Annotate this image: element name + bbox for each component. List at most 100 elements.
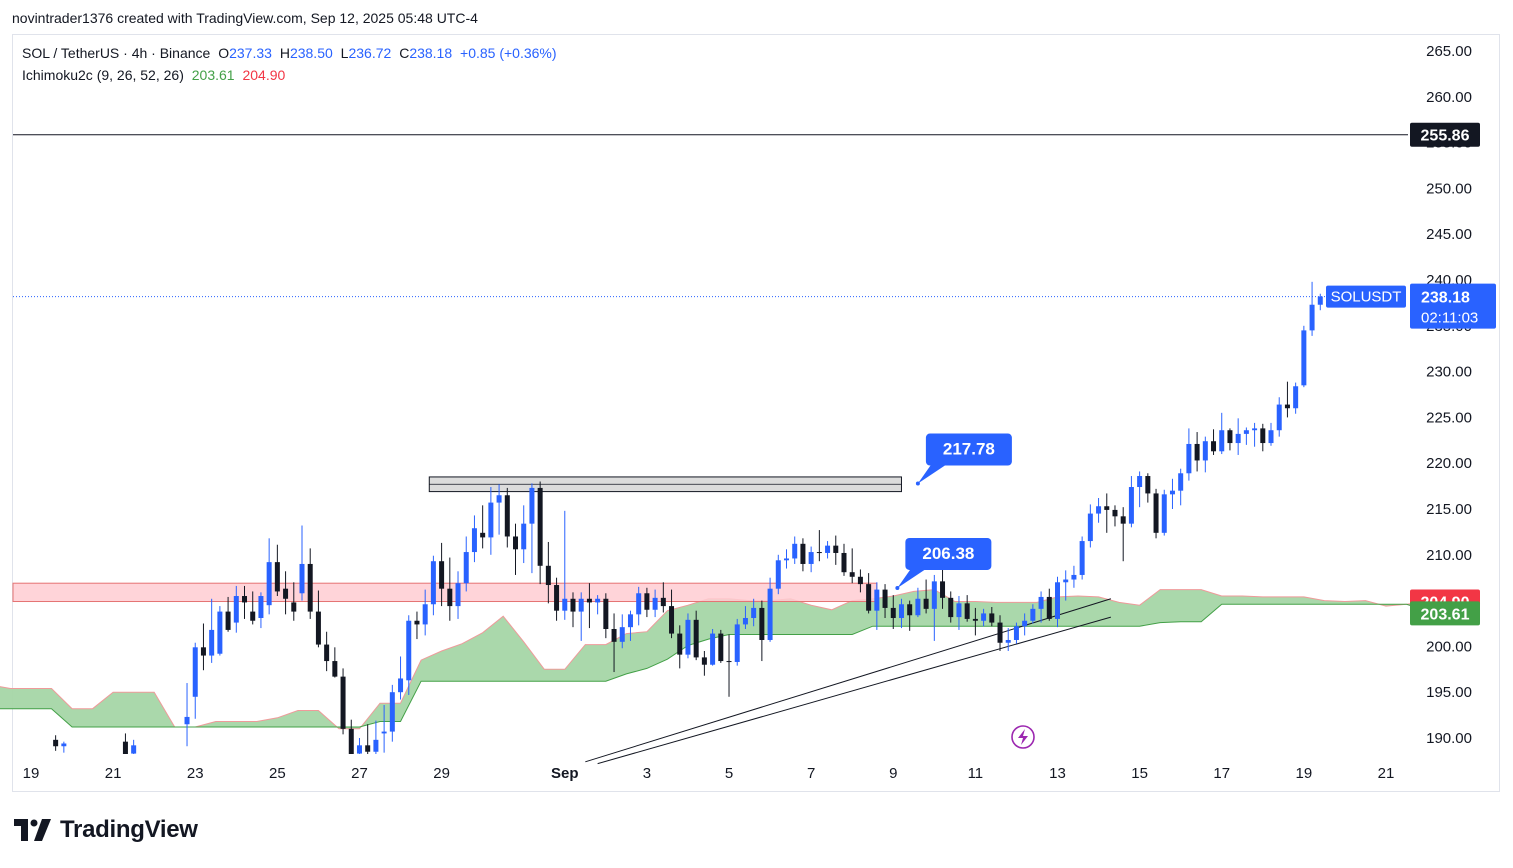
x-tick-label: 5 (725, 765, 733, 782)
indicator-name: Ichimoku2c (9, 26, 52, 26) (22, 67, 184, 83)
candle-body (915, 598, 921, 616)
zones (12, 476, 902, 603)
callout-label: 206.38 (922, 544, 974, 563)
candle-body (414, 620, 420, 625)
candle-body (1227, 430, 1233, 444)
y-tick-label: 260.00 (1426, 89, 1472, 106)
price-axis[interactable]: 265.00260.00255.00250.00245.00240.00235.… (1426, 43, 1472, 747)
candle-body (1071, 574, 1077, 580)
candle-body (1104, 506, 1110, 510)
low-value: L236.72 (340, 45, 392, 61)
x-tick-label: 15 (1131, 765, 1148, 782)
symbol-name[interactable]: SOL / TetherUS · 4h · Binance (22, 45, 211, 61)
candle-body (184, 716, 190, 725)
candle-body (283, 588, 289, 599)
candle-body (439, 561, 445, 589)
x-tick-label: 7 (807, 765, 815, 782)
candle-body (217, 611, 223, 654)
candle-body (496, 495, 502, 503)
candle-body (200, 647, 206, 656)
candle-body (422, 604, 428, 625)
callout-pointer (917, 463, 948, 484)
candle-body (734, 624, 740, 662)
candle-body (389, 692, 395, 732)
y-tick-label: 245.00 (1426, 226, 1472, 243)
chart-frame (12, 34, 1500, 792)
candle-body (266, 562, 272, 606)
candle-body (693, 619, 699, 658)
candle-body (1063, 579, 1069, 583)
candle-body (1268, 430, 1274, 444)
candle-body (759, 607, 765, 640)
tradingview-brand: TradingView (60, 816, 198, 843)
candle-body (332, 661, 338, 677)
candle-body (225, 611, 231, 630)
candle-body (636, 593, 642, 615)
candle-body (324, 644, 330, 662)
attribution: novintrader1376 created with TradingView… (12, 10, 478, 26)
candle-body (529, 487, 535, 524)
candle-body (1169, 490, 1175, 495)
candle-body (348, 728, 354, 754)
candle-body (1038, 596, 1044, 609)
candle-body (398, 678, 404, 693)
candle-body (274, 562, 280, 592)
time-axis[interactable]: 19 21 23 25 27 29 Sep 3 5 7 9 11 13 15 17 19 21 (23, 765, 1395, 782)
candle-body (923, 598, 929, 609)
tradingview-logo[interactable]: TradingView (14, 816, 198, 844)
candle-body (291, 602, 297, 612)
y-tick-label: 210.00 (1426, 547, 1472, 564)
candle-body (1202, 441, 1208, 461)
candle-body (931, 581, 937, 609)
candle-body (940, 581, 946, 598)
candle-body (948, 597, 954, 618)
candle-body (784, 558, 790, 561)
candle-body (742, 618, 748, 625)
y-tick-label: 265.00 (1426, 43, 1472, 60)
x-tick-label: 25 (269, 765, 286, 782)
price-badge (1410, 122, 1480, 147)
candle-body (1235, 433, 1241, 444)
candle-body (1243, 430, 1249, 434)
candle-body (447, 588, 453, 607)
candle-body (578, 598, 584, 612)
countdown-label: 02:11:03 (1421, 310, 1478, 327)
candle-body (1112, 509, 1118, 517)
y-tick-label: 230.00 (1426, 364, 1472, 381)
candle-body (504, 495, 510, 537)
symbol-tag (1326, 285, 1406, 308)
indicator-value-1: 203.61 (191, 67, 235, 83)
candle-body (611, 628, 617, 642)
candle-body (685, 619, 691, 655)
candle-body (513, 536, 519, 550)
candle-body (1137, 476, 1143, 488)
candle-body (1120, 516, 1126, 524)
x-tick-label: 11 (968, 765, 984, 782)
callouts[interactable]: 217.78 206.38 (895, 433, 1012, 590)
indicator-legend[interactable]: Ichimoku2c (9, 26, 52, 26) 203.61 204.90 (22, 67, 289, 83)
candle-body (677, 633, 683, 655)
candle-body (455, 583, 461, 607)
x-tick-label: 13 (1049, 765, 1066, 782)
x-tick-label: 19 (1296, 765, 1313, 782)
candle-body (315, 611, 321, 645)
candle-body (356, 745, 362, 754)
candle-body (1145, 476, 1151, 494)
y-tick-label: 215.00 (1426, 501, 1472, 518)
candle-body (718, 633, 724, 662)
candle-body (122, 741, 128, 754)
candle-body (250, 611, 256, 621)
symbol-legend: SOL / TetherUS · 4h · Binance O237.33 H2… (22, 45, 561, 61)
candle-body (131, 745, 137, 754)
candle-body (1055, 582, 1060, 619)
candle-body (964, 603, 970, 619)
candle-body (480, 532, 486, 538)
candle-body (866, 584, 872, 611)
candle-body (825, 545, 831, 553)
candle-body (471, 528, 477, 553)
lightning-icon[interactable] (1011, 725, 1035, 749)
candle-body (1186, 443, 1192, 474)
candle-body (767, 588, 773, 640)
